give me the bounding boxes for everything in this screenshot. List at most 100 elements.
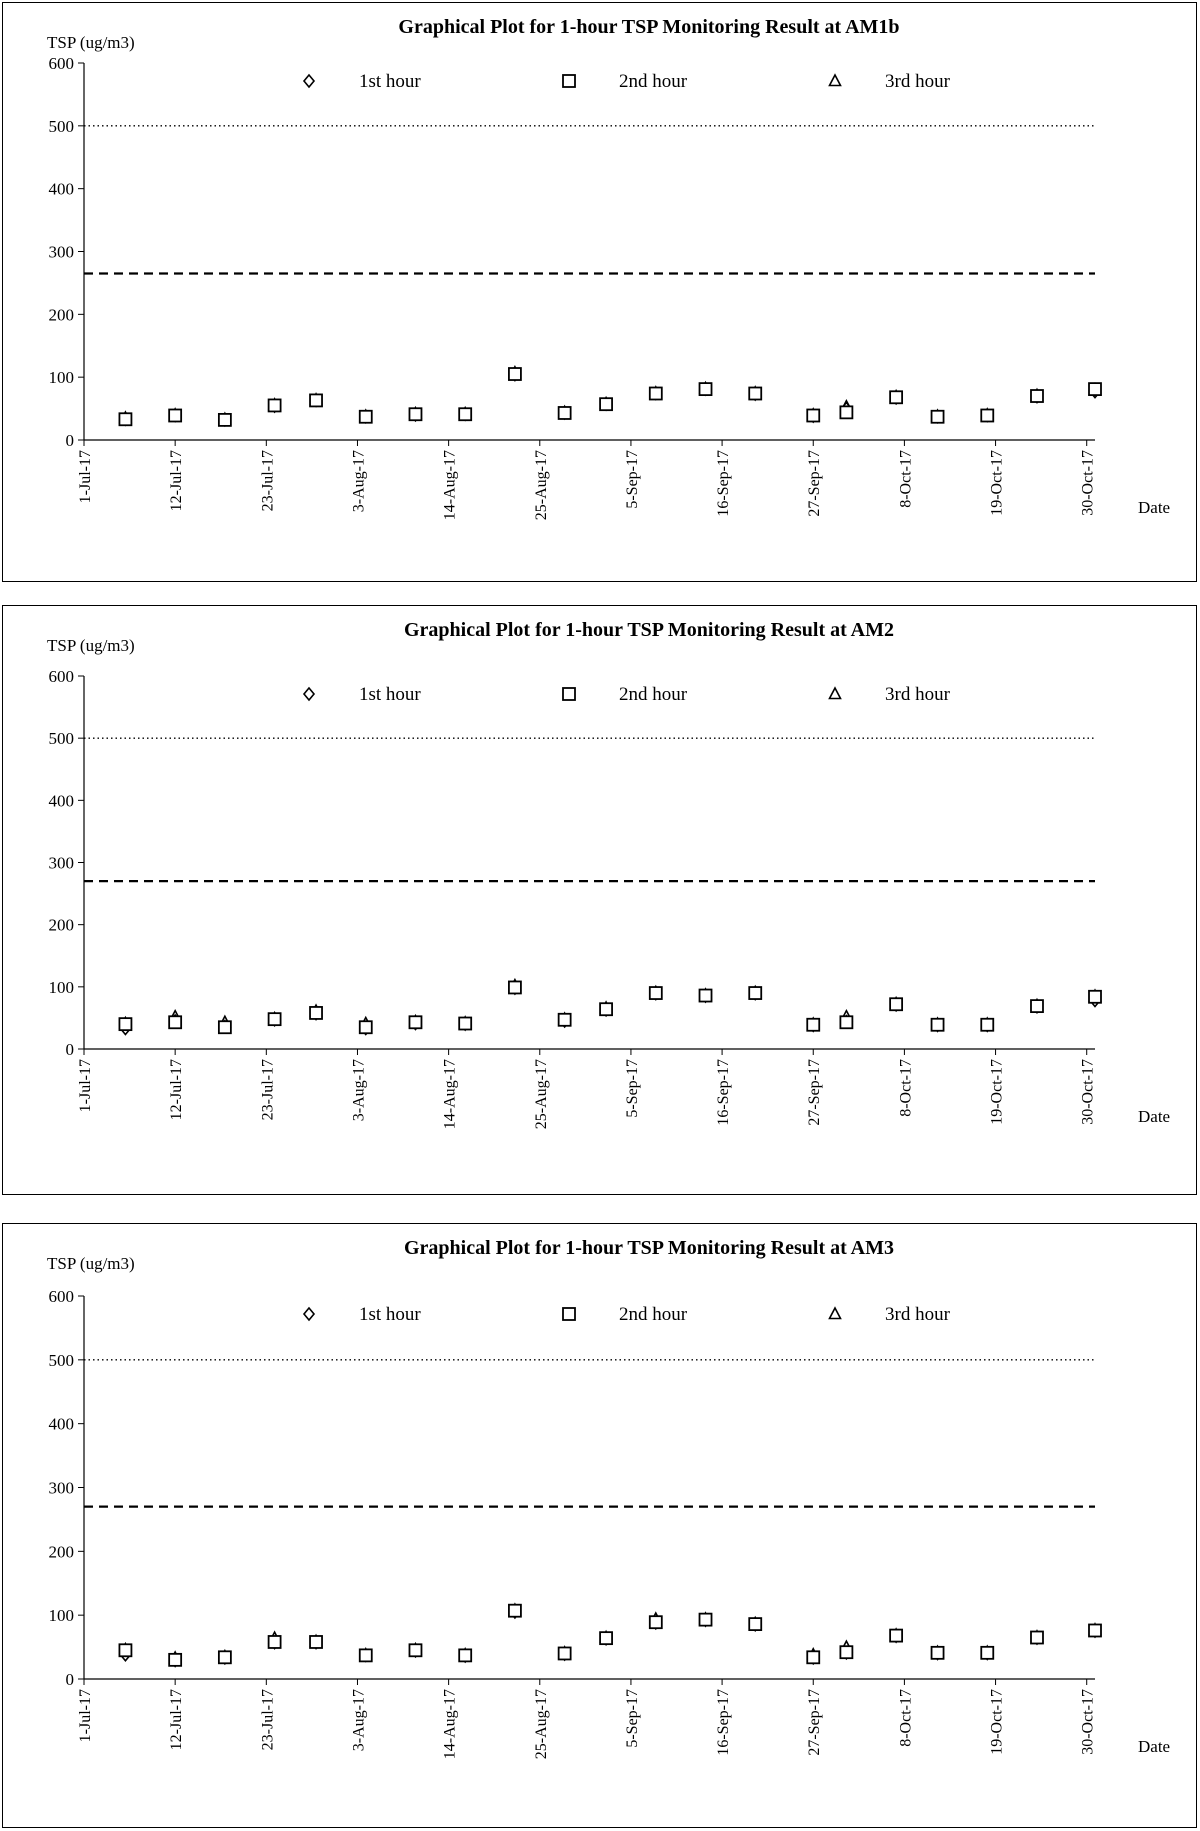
data-point-square <box>1030 999 1044 1014</box>
y-tick-label: 400 <box>49 180 75 199</box>
legend-marker-diamond <box>302 686 316 702</box>
data-point-square <box>309 1006 323 1020</box>
y-axis-label: TSP (ug/m3) <box>47 1254 135 1273</box>
data-point-square <box>408 1015 423 1030</box>
legend-label: 2nd hour <box>619 1304 688 1325</box>
legend-label: 2nd hour <box>619 684 688 705</box>
data-point-square <box>839 405 854 420</box>
chart-title: Graphical Plot for 1-hour TSP Monitoring… <box>404 1237 894 1259</box>
legend-marker-triangle <box>828 686 842 700</box>
legend-label: 3rd hour <box>885 71 951 92</box>
y-tick-label: 400 <box>49 791 75 810</box>
data-point-square <box>889 997 904 1012</box>
x-axis-label: Date <box>1138 498 1170 517</box>
data-point-square <box>458 1648 473 1663</box>
x-tick-label: 27-Sep-17 <box>806 450 823 517</box>
chart-panel-am3: Graphical Plot for 1-hour TSP Monitoring… <box>2 1223 1197 1828</box>
data-point-square <box>358 1648 373 1663</box>
x-tick-label: 1-Jul-17 <box>77 450 94 503</box>
data-point-square <box>309 1635 323 1649</box>
data-point-square <box>557 406 572 420</box>
y-tick-label: 0 <box>66 1670 75 1689</box>
chart-svg: Graphical Plot for 1-hour TSP Monitoring… <box>47 619 1170 1129</box>
data-point-square <box>1030 1630 1044 1645</box>
y-tick-label: 100 <box>49 368 75 387</box>
chart-title: Graphical Plot for 1-hour TSP Monitoring… <box>398 16 899 38</box>
y-tick-label: 200 <box>49 1542 75 1561</box>
y-tick-label: 100 <box>49 1606 75 1625</box>
y-tick-label: 0 <box>66 1040 75 1059</box>
chart-svg: Graphical Plot for 1-hour TSP Monitoring… <box>47 1237 1170 1759</box>
data-point-square <box>1030 389 1044 403</box>
data-point-square <box>698 988 713 1003</box>
data-point-square <box>930 409 945 424</box>
data-point-square <box>806 1650 821 1665</box>
x-tick-label: 23-Jul-17 <box>259 1059 276 1120</box>
data-point-square <box>839 1015 854 1030</box>
data-point-square <box>599 1631 613 1646</box>
data-point-square <box>930 1645 945 1660</box>
data-point-square <box>168 1015 183 1030</box>
y-tick-label: 600 <box>49 54 75 73</box>
chart-svg: Graphical Plot for 1-hour TSP Monitoring… <box>47 16 1170 520</box>
legend-label: 3rd hour <box>885 684 951 705</box>
data-point-square <box>267 1012 282 1027</box>
x-tick-label: 8-Oct-17 <box>897 1689 914 1747</box>
x-tick-label: 27-Sep-17 <box>806 1689 823 1756</box>
legend-marker-diamond <box>302 73 316 89</box>
data-point-square <box>599 1002 613 1017</box>
x-tick-label: 3-Aug-17 <box>350 1059 367 1121</box>
x-tick-label: 23-Jul-17 <box>259 450 276 511</box>
legend-label: 3rd hour <box>885 1304 951 1325</box>
x-tick-label: 27-Sep-17 <box>806 1059 823 1126</box>
data-point-square <box>118 412 133 427</box>
x-tick-label: 30-Oct-17 <box>1080 1689 1097 1755</box>
y-tick-label: 300 <box>49 243 75 262</box>
y-axis-label: TSP (ug/m3) <box>47 33 135 52</box>
data-point-square <box>408 1643 423 1658</box>
y-tick-label: 100 <box>49 978 75 997</box>
data-point-square <box>118 1017 133 1032</box>
x-tick-label: 1-Jul-17 <box>77 1689 94 1742</box>
legend-label: 1st hour <box>359 684 421 705</box>
data-point-square <box>168 408 183 423</box>
data-point-square <box>267 1635 282 1649</box>
data-point-square <box>980 1017 995 1032</box>
chart-panel-am1b: Graphical Plot for 1-hour TSP Monitoring… <box>2 2 1197 582</box>
x-tick-label: 12-Jul-17 <box>168 1059 185 1120</box>
data-point-square <box>358 1020 373 1035</box>
data-point-square <box>267 398 282 413</box>
y-tick-label: 500 <box>49 117 75 136</box>
legend-marker-square <box>562 1307 576 1321</box>
x-tick-label: 30-Oct-17 <box>1080 1059 1097 1125</box>
data-point-square <box>358 409 373 424</box>
x-tick-label: 14-Aug-17 <box>442 1059 459 1129</box>
data-point-square <box>458 407 473 422</box>
legend-label: 1st hour <box>359 71 421 92</box>
data-point-square <box>557 1012 572 1027</box>
data-point-square <box>806 408 821 423</box>
data-point-square <box>839 1645 854 1660</box>
data-point-square <box>748 386 763 401</box>
data-point-square <box>508 367 522 381</box>
y-axis-label: TSP (ug/m3) <box>47 636 135 655</box>
x-tick-label: 25-Aug-17 <box>533 450 550 520</box>
data-point-square <box>698 382 713 397</box>
data-point-square <box>648 1615 663 1630</box>
data-point-square <box>217 412 232 427</box>
y-tick-label: 200 <box>49 916 75 935</box>
legend-label: 1st hour <box>359 1304 421 1325</box>
data-point-square <box>648 986 663 1000</box>
data-point-square <box>557 1646 572 1661</box>
chart-panel-am2: Graphical Plot for 1-hour TSP Monitoring… <box>2 605 1197 1195</box>
data-point-square <box>930 1017 945 1032</box>
x-tick-label: 16-Sep-17 <box>715 450 732 517</box>
x-tick-label: 5-Sep-17 <box>624 1059 641 1118</box>
x-tick-label: 16-Sep-17 <box>715 1059 732 1126</box>
y-tick-label: 300 <box>49 1479 75 1498</box>
x-tick-label: 3-Aug-17 <box>350 1689 367 1751</box>
data-point-square <box>217 1650 232 1665</box>
legend-marker-triangle <box>828 1306 842 1320</box>
data-point-square <box>748 1617 763 1632</box>
data-point-square <box>980 1645 995 1660</box>
